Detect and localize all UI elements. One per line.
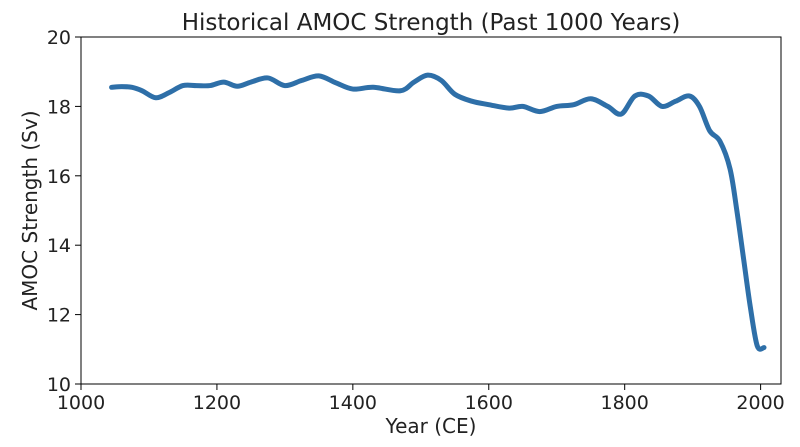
plot-frame bbox=[80, 36, 782, 385]
x-tick-label: 1000 bbox=[57, 392, 105, 414]
y-tick-label: 16 bbox=[47, 166, 71, 188]
series-line bbox=[109, 72, 767, 352]
x-tick-label: 1600 bbox=[465, 392, 513, 414]
y-tick-label: 20 bbox=[47, 27, 71, 49]
chart-title: Historical AMOC Strength (Past 1000 Year… bbox=[182, 10, 681, 36]
x-axis: 1000 1200 1400 1600 1800 2000 bbox=[57, 384, 785, 414]
y-tick-label: 10 bbox=[47, 374, 71, 396]
y-tick-label: 14 bbox=[47, 235, 71, 257]
x-tick-label: 1400 bbox=[329, 392, 377, 414]
y-axis-label: AMOC Strength (Sv) bbox=[18, 110, 42, 310]
x-tick-label: 2000 bbox=[736, 392, 784, 414]
x-tick-label: 1800 bbox=[601, 392, 649, 414]
x-axis-label: Year (CE) bbox=[385, 414, 477, 438]
x-tick-label: 1200 bbox=[193, 392, 241, 414]
y-axis: 10 12 14 16 18 20 bbox=[47, 27, 81, 396]
y-tick-label: 12 bbox=[47, 305, 71, 327]
y-tick-label: 18 bbox=[47, 96, 71, 118]
